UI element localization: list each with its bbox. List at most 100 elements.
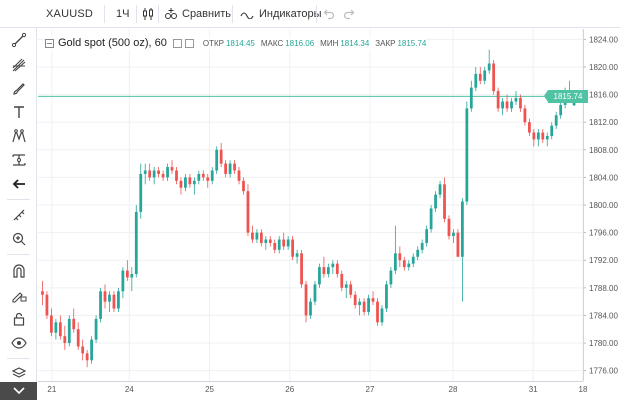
- chart-legend: Gold spot (500 oz), 60 ОТКР 1814.45 МАКС…: [45, 36, 427, 50]
- candle-body: [215, 149, 219, 171]
- candle-body: [465, 108, 469, 202]
- candle-body: [170, 167, 174, 171]
- candle-body: [429, 208, 433, 230]
- pitchfork-icon[interactable]: [0, 54, 37, 76]
- toolbar-divider: [136, 5, 137, 23]
- candle-body: [233, 163, 236, 171]
- candle-body: [376, 301, 379, 323]
- candle-body: [192, 180, 196, 185]
- last-price-badge: 1815.74: [548, 90, 588, 103]
- candle-body: [478, 73, 482, 81]
- candle-body: [371, 298, 375, 302]
- candle-body: [291, 239, 295, 257]
- brush-icon[interactable]: [0, 78, 37, 100]
- price-tick-label: 1812.00: [589, 118, 618, 127]
- candle-body: [300, 253, 303, 285]
- candle-body: [67, 318, 71, 344]
- candle-body: [452, 232, 455, 237]
- candle-body: [519, 98, 522, 109]
- trend-line-icon[interactable]: [0, 29, 37, 51]
- chart-pane[interactable]: 1776.00 1780.00 1784.00 1788.00 1792.00 1796.…: [38, 29, 620, 400]
- candle-body: [443, 184, 446, 219]
- pattern-icon[interactable]: [0, 125, 37, 147]
- candle-body: [353, 294, 357, 306]
- symbol-label: XAUUSD: [46, 7, 94, 20]
- candle-body: [398, 253, 402, 261]
- time-tick-label: 25: [205, 385, 214, 394]
- candle-body: [514, 98, 518, 102]
- time-tick-label: 26: [285, 385, 294, 394]
- candle-body: [188, 177, 192, 185]
- price-tick-label: 1816.00: [589, 91, 618, 100]
- eye-icon[interactable]: [0, 332, 37, 354]
- candle-body: [559, 104, 563, 116]
- back-arrow-icon[interactable]: [0, 173, 37, 195]
- zoom-in-icon[interactable]: [0, 228, 37, 250]
- collapse-legend-icon[interactable]: [45, 38, 54, 48]
- candle-body: [532, 132, 536, 140]
- ruler-icon[interactable]: [0, 204, 37, 226]
- price-tick-label: 1808.00: [589, 146, 618, 155]
- time-tick-label: 28: [449, 385, 458, 394]
- toolbar-divider: [7, 254, 30, 255]
- candle-body: [501, 101, 504, 109]
- collapse-toolbar-button[interactable]: [0, 382, 37, 400]
- symbol-search-button[interactable]: XAUUSD: [46, 0, 93, 27]
- close-label: ЗАКР: [375, 38, 396, 48]
- candle-body: [536, 132, 540, 140]
- layers-icon[interactable]: [0, 362, 37, 384]
- legend-close-icon[interactable]: [184, 38, 194, 48]
- legend-settings-icon[interactable]: [172, 38, 182, 48]
- candle-body: [184, 177, 187, 188]
- toolbar-divider: [7, 199, 30, 200]
- price-tick-label: 1824.00: [589, 35, 618, 44]
- chevron-down-icon: [12, 387, 25, 395]
- candle-body: [94, 318, 98, 340]
- candle-body: [143, 170, 147, 174]
- candle-body: [393, 253, 397, 271]
- compare-icon: [165, 7, 177, 19]
- candle-body: [407, 263, 411, 268]
- candles-icon: [143, 7, 153, 20]
- time-tick-label: 21: [47, 385, 56, 394]
- magnet-icon[interactable]: [0, 260, 37, 282]
- candle-body: [152, 170, 156, 178]
- measure-icon[interactable]: [0, 149, 37, 171]
- candle-body: [54, 322, 58, 333]
- undo-button[interactable]: [323, 0, 335, 27]
- chart-style-button[interactable]: [142, 0, 154, 27]
- candle-body: [411, 256, 415, 264]
- lock-drawing-icon[interactable]: [0, 284, 37, 306]
- candle-body: [286, 239, 290, 247]
- series-title: Gold spot (500 oz), 60: [58, 37, 167, 49]
- price-tick-label: 1788.00: [589, 284, 618, 293]
- compare-label: Сравнить: [182, 7, 232, 20]
- candle-body: [554, 115, 558, 126]
- candle-body: [45, 294, 49, 316]
- price-chart[interactable]: 1776.00 1780.00 1784.00 1788.00 1792.00 1796.…: [38, 29, 620, 400]
- candle-body: [425, 229, 429, 243]
- candle-body: [313, 284, 317, 302]
- candle-body: [112, 294, 116, 309]
- redo-button[interactable]: [343, 0, 355, 27]
- compare-button[interactable]: Сравнить: [164, 0, 231, 27]
- top-toolbar: XAUUSD 1Ч Сравнить Индикаторы: [0, 0, 620, 28]
- price-tick-label: 1796.00: [589, 229, 618, 238]
- interval-label: 1Ч: [116, 7, 130, 20]
- candle-body: [139, 173, 143, 212]
- candle-body: [201, 173, 205, 178]
- indicators-button[interactable]: Индикаторы: [240, 0, 322, 27]
- candle-body: [367, 298, 370, 312]
- candle-body: [505, 101, 509, 109]
- text-icon[interactable]: [0, 101, 37, 123]
- candle-body: [326, 267, 330, 275]
- low-label: МИН: [320, 38, 339, 48]
- candle-body: [447, 218, 451, 237]
- candle-body: [175, 170, 178, 181]
- interval-button[interactable]: 1Ч: [116, 0, 129, 27]
- undo-icon: [323, 9, 335, 19]
- lock-icon[interactable]: [0, 308, 37, 330]
- candle-body: [148, 170, 152, 178]
- candle-body: [246, 191, 250, 233]
- candle-body: [103, 291, 107, 302]
